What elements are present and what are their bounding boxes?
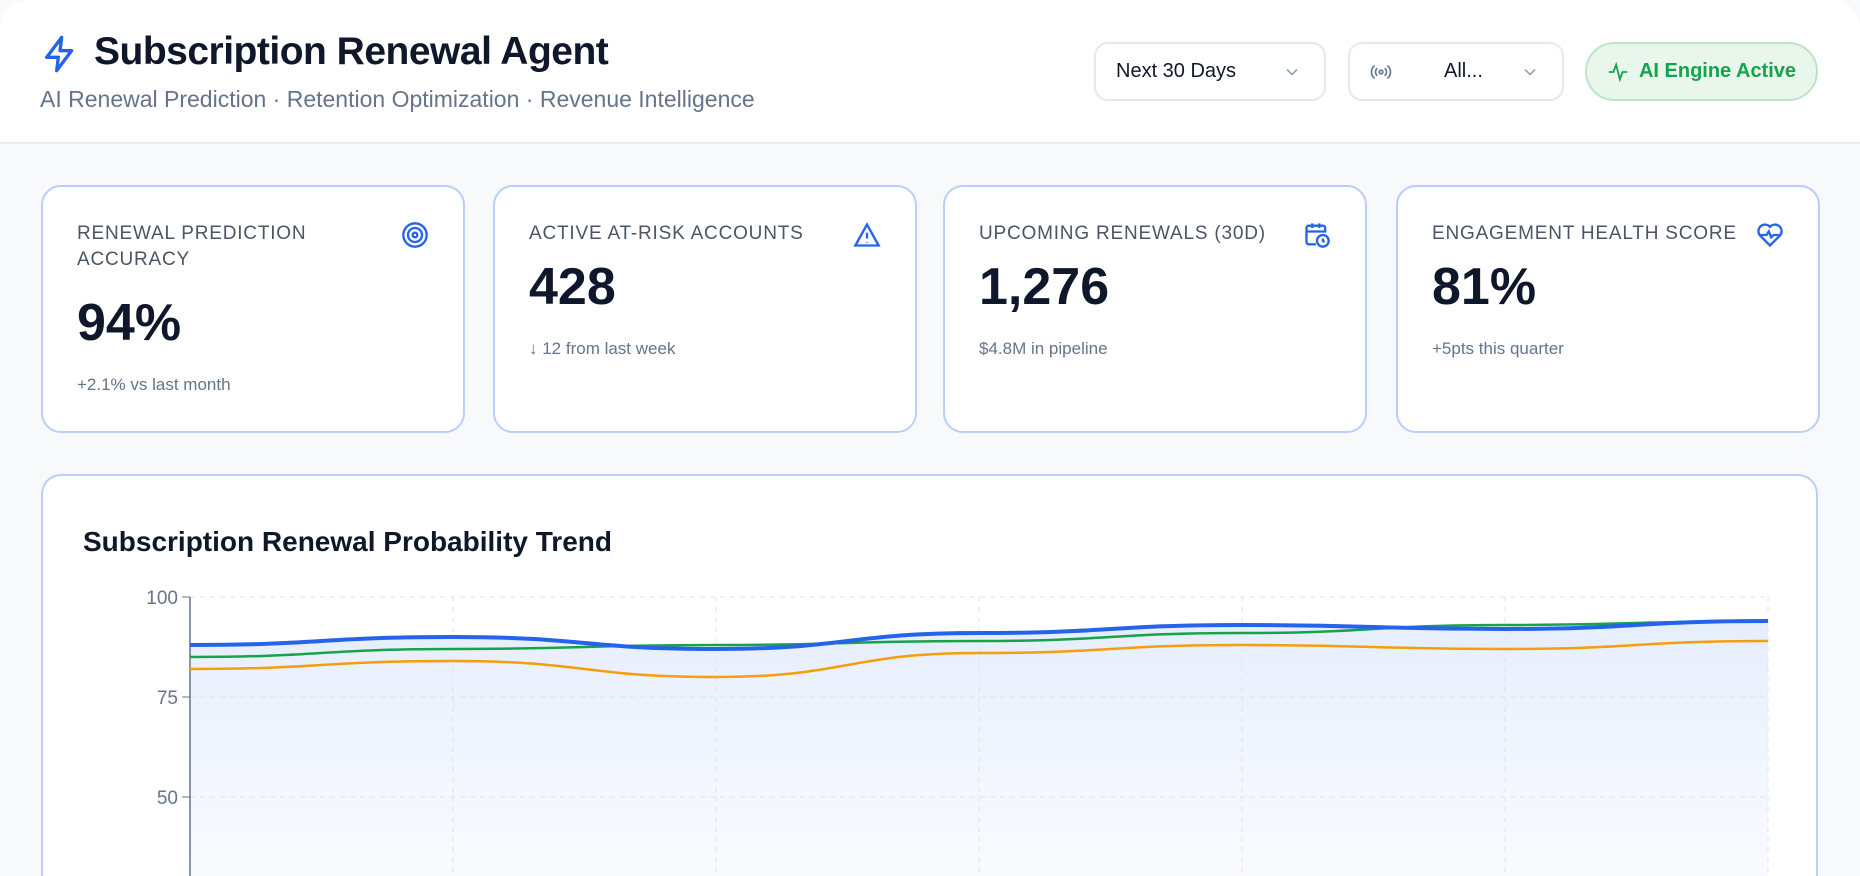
kpi-value: 1,276 (979, 258, 1110, 316)
chart-title: Subscription Renewal Probability Trend (83, 526, 612, 557)
kpi-label: Upcoming Renewals (30D) (979, 223, 1266, 244)
broadcast-icon (1370, 64, 1392, 79)
calendar-clock-icon (1305, 223, 1330, 248)
chevron-down-icon (1524, 68, 1536, 76)
kpi-label: Engagement Health Score (1432, 223, 1737, 244)
kpi-card-upcoming: Upcoming Renewals (30D) 1,276 $4.8M in p… (943, 185, 1367, 433)
heart-pulse-icon (1757, 223, 1783, 248)
kpi-card-at-risk: Active At-Risk Accounts 428 ↓ 12 from la… (493, 185, 917, 433)
ai-status-badge[interactable]: AI Engine Active (1585, 42, 1818, 101)
page-title: Subscription Renewal Agent (94, 30, 609, 73)
kpi-value: 81% (1432, 258, 1537, 316)
series-line-1 (189, 619, 1769, 659)
kpi-card-accuracy: Renewal Prediction Accuracy 94% +2.1% vs… (41, 185, 465, 433)
kpi-value: 94% (77, 294, 182, 352)
page-subtitle: AI Renewal Prediction · Retention Optimi… (40, 86, 755, 112)
kpi-value: 428 (529, 258, 616, 316)
kpi-sub: ↓ 12 from last week (529, 339, 676, 358)
kpi-sub: $4.8M in pipeline (979, 339, 1108, 358)
kpi-sub: +5pts this quarter (1432, 339, 1564, 358)
header: Subscription Renewal Agent AI Renewal Pr… (0, 0, 1860, 144)
activity-icon (1608, 61, 1628, 82)
channel-value: All... (1444, 60, 1483, 82)
chevron-down-icon (1286, 68, 1298, 76)
series-line-0 (189, 619, 1769, 652)
kpi-card-engagement: Engagement Health Score 81% +5pts this q… (1396, 185, 1820, 433)
y-tick-label: 50 (157, 788, 178, 809)
ai-status-label: AI Engine Active (1638, 60, 1797, 82)
period-dropdown[interactable]: Next 30 Days (1094, 42, 1326, 101)
channel-dropdown[interactable]: All... (1348, 42, 1564, 101)
kpi-label: Renewal Prediction Accuracy (77, 223, 307, 270)
kpi-label: Active At-Risk Accounts (529, 223, 804, 244)
y-tick-label: 75 (157, 688, 178, 709)
y-tick-label: 100 (146, 588, 178, 609)
lightning-icon (45, 35, 74, 73)
series-line-2 (189, 639, 1769, 679)
period-value: Next 30 Days (1116, 60, 1237, 82)
kpi-sub: +2.1% vs last month (77, 375, 231, 394)
target-icon (402, 222, 428, 248)
alert-triangle-icon (853, 222, 881, 247)
